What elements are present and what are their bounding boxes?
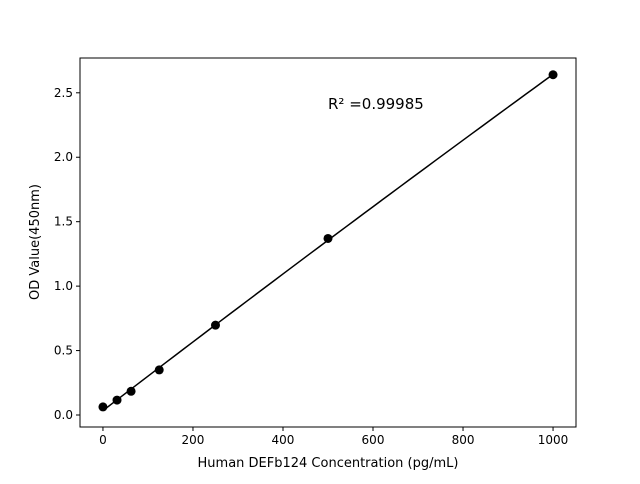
y-tick-label: 2.0 xyxy=(54,150,73,164)
data-point xyxy=(98,402,108,412)
x-tick-label: 0 xyxy=(99,433,107,447)
x-tick-label: 400 xyxy=(272,433,295,447)
x-tick-label: 600 xyxy=(362,433,385,447)
data-point xyxy=(548,70,558,80)
y-tick-label: 0.0 xyxy=(54,408,73,422)
x-tick-label: 1000 xyxy=(538,433,569,447)
y-axis-label: OD Value(450nm) xyxy=(28,184,43,300)
data-point xyxy=(210,320,220,330)
x-tick-label: 800 xyxy=(452,433,475,447)
data-point xyxy=(323,233,333,243)
data-point xyxy=(126,386,136,396)
x-axis-label: Human DEFb124 Concentration (pg/mL) xyxy=(198,456,459,471)
r-squared-annotation: R² =0.99985 xyxy=(328,95,424,113)
y-tick-label: 0.5 xyxy=(54,344,73,358)
y-tick-label: 2.5 xyxy=(54,86,73,100)
data-point xyxy=(154,365,164,375)
data-point xyxy=(112,395,122,405)
y-tick-label: 1.5 xyxy=(54,215,73,229)
y-tick-label: 1.0 xyxy=(54,279,73,293)
x-tick-label: 200 xyxy=(182,433,205,447)
